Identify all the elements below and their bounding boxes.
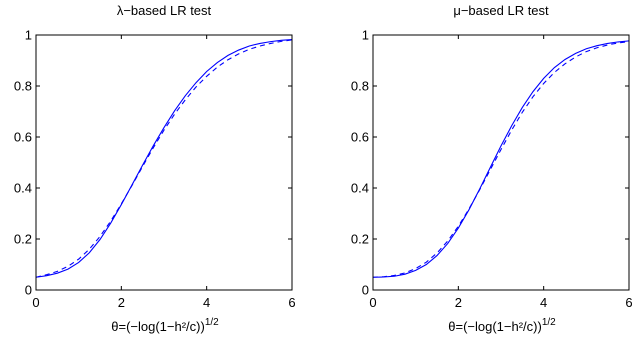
x-tick-label: 4 bbox=[203, 295, 210, 310]
y-tick-label: 0.8 bbox=[351, 79, 369, 94]
y-tick-label: 0.4 bbox=[14, 181, 32, 196]
chart-panel-2: μ−based LR test 0 2 4 6 0 0.2 0.4 0.6 0.8 1 θ=(−log… bbox=[351, 3, 633, 334]
series-line-solid bbox=[35, 39, 293, 278]
x-tick-label: 6 bbox=[625, 295, 632, 310]
y-tick-label: 0 bbox=[25, 283, 32, 298]
x-axis-label: θ=(−log(1−h²/c))1/2 bbox=[448, 317, 556, 334]
x-tick-label: 6 bbox=[288, 295, 295, 310]
x-axis-label-base: θ=(−log(1−h²/c)) bbox=[448, 319, 542, 334]
x-tick-label: 4 bbox=[540, 295, 547, 310]
y-tick-label: 0.6 bbox=[14, 130, 32, 145]
chart-title: λ−based LR test bbox=[117, 3, 212, 18]
y-tick-label: 0.2 bbox=[14, 232, 32, 247]
chart-title: μ−based LR test bbox=[453, 3, 549, 18]
y-tick-label: 0.8 bbox=[14, 79, 32, 94]
x-tick-label: 0 bbox=[369, 295, 376, 310]
x-tick-label: 2 bbox=[455, 295, 462, 310]
x-axis-label-superscript: 1/2 bbox=[542, 317, 556, 328]
axes-box bbox=[372, 34, 630, 291]
y-tick-label: 0.2 bbox=[351, 232, 369, 247]
x-axis-label-superscript: 1/2 bbox=[205, 317, 219, 328]
axes-box bbox=[35, 34, 293, 291]
x-axis-label: θ=(−log(1−h²/c))1/2 bbox=[111, 317, 219, 334]
x-tick-label: 2 bbox=[118, 295, 125, 310]
y-tick-label: 0 bbox=[362, 283, 369, 298]
y-tick-label: 1 bbox=[362, 28, 369, 43]
y-tick-label: 0.6 bbox=[351, 130, 369, 145]
x-tick-label: 0 bbox=[32, 295, 39, 310]
series-line-solid bbox=[372, 40, 630, 278]
series-line-dashed bbox=[35, 39, 293, 278]
series-line-dashed bbox=[372, 41, 630, 278]
chart-panel-1: λ−based LR test 0 2 4 6 0 0.2 0.4 0.6 0.8 1 θ=(−log… bbox=[14, 3, 296, 334]
y-tick-label: 0.4 bbox=[351, 181, 369, 196]
x-axis-label-base: θ=(−log(1−h²/c)) bbox=[111, 319, 205, 334]
y-tick-label: 1 bbox=[25, 28, 32, 43]
